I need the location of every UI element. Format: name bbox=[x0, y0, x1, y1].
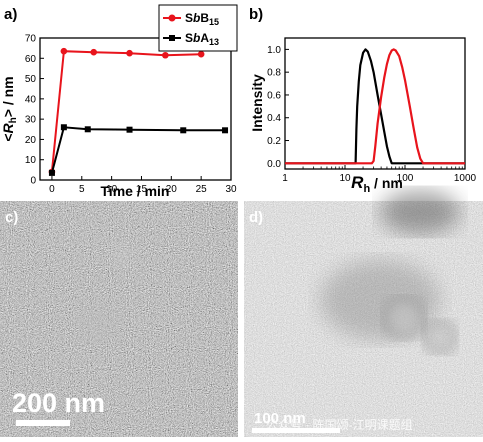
data-point-sba13 bbox=[126, 126, 133, 133]
y-axis-label-a: <Rh> / nm bbox=[0, 76, 19, 141]
y-tick-label-b: 0.2 bbox=[267, 136, 281, 147]
data-point-sbb15 bbox=[162, 51, 169, 59]
particle-d2-rim bbox=[382, 296, 426, 340]
data-point-sba13 bbox=[48, 169, 55, 176]
chart-b: 1 10 100 1000 0.0 0.2 0.4 0.6 0.8 1.0 Intensity R… bbox=[249, 37, 477, 195]
data-point-sba13 bbox=[84, 126, 91, 133]
data-point-sba13 bbox=[60, 124, 67, 131]
x-tick-label-a: 5 bbox=[79, 184, 85, 195]
particle-d3-rim bbox=[422, 319, 458, 355]
scale-bar-label-c: 200 nm bbox=[12, 388, 105, 418]
legend-marker-sbb15 bbox=[168, 14, 176, 22]
data-point-sba13 bbox=[180, 127, 187, 134]
legend-label-sba13: SbA13 bbox=[185, 31, 219, 47]
series-group-b bbox=[285, 48, 465, 165]
scale-bar-d bbox=[252, 428, 340, 433]
data-point-sbb15 bbox=[197, 50, 205, 58]
plot-frame-b bbox=[284, 37, 466, 170]
y-tick-label-b: 0.0 bbox=[267, 159, 281, 170]
x-tick-label-b: 1 bbox=[282, 173, 288, 184]
data-point-sba13 bbox=[222, 127, 229, 134]
y-tick-label-a: 60 bbox=[25, 54, 37, 65]
y-tick-label-a: 0 bbox=[30, 176, 36, 187]
x-tick-label-b: 1000 bbox=[454, 173, 477, 184]
particle-d2 bbox=[385, 299, 423, 337]
data-point-sbb15 bbox=[60, 47, 68, 55]
panel-label-d: d) bbox=[249, 209, 263, 226]
x-tick-label-b: 10 bbox=[339, 173, 351, 184]
scale-bar-c bbox=[16, 420, 70, 426]
y-tick-label-b: 0.6 bbox=[267, 90, 281, 101]
y-tick-label-b: 0.8 bbox=[267, 68, 281, 79]
panel-label-b: b) bbox=[249, 6, 263, 23]
y-axis-label-b: Intensity bbox=[249, 74, 265, 132]
x-tick-label-a: 25 bbox=[196, 184, 208, 195]
panel-label-c: c) bbox=[5, 209, 18, 226]
x-axis-label-a: Time / min bbox=[101, 183, 170, 199]
panel-label-a: a) bbox=[4, 6, 17, 23]
x-tick-label-a: 0 bbox=[49, 184, 55, 195]
y-tick-label-a: 30 bbox=[25, 115, 37, 126]
x-axis-label-b: Rh / nm bbox=[351, 173, 403, 195]
legend-box bbox=[158, 4, 238, 52]
x-tick-label-a: 20 bbox=[166, 184, 178, 195]
particle-d3 bbox=[425, 322, 455, 352]
legend-a: SbB15 SbA13 bbox=[158, 4, 238, 52]
x-tick-label-b: 100 bbox=[397, 173, 414, 184]
series-line-sba13 bbox=[50, 126, 225, 174]
particle-c1 bbox=[109, 242, 135, 268]
series-group-a bbox=[48, 47, 229, 176]
micrograph-c: c) 200 nm bbox=[0, 201, 238, 437]
y-tick-label-b: 1.0 bbox=[267, 45, 281, 56]
series-line-sbb15 bbox=[50, 50, 202, 172]
scale-bar-label-d: 100 nm bbox=[254, 410, 306, 427]
x-tick-label-a: 10 bbox=[106, 184, 118, 195]
data-point-sbb15 bbox=[126, 49, 133, 57]
axes-a: 0 5 10 15 20 25 30 0 10 20 30 40 50 60 70 bbox=[25, 34, 237, 196]
distribution-curve-2 bbox=[285, 48, 465, 165]
y-tick-label-a: 20 bbox=[25, 135, 37, 146]
particle-c3 bbox=[77, 217, 95, 235]
y-tick-label-a: 40 bbox=[25, 94, 37, 105]
y-tick-label-b: 0.4 bbox=[267, 113, 281, 124]
y-tick-label-a: 70 bbox=[25, 34, 37, 45]
x-tick-label-a: 15 bbox=[136, 184, 148, 195]
watermark: 公众号 · 陈国颂-江明课题组 bbox=[266, 417, 413, 432]
axes-b: 1 10 100 1000 0.0 0.2 0.4 0.6 0.8 1.0 bbox=[267, 45, 476, 184]
x-tick-label-a: 30 bbox=[225, 184, 237, 195]
y-tick-label-a: 10 bbox=[25, 155, 37, 166]
legend-marker-sba13 bbox=[169, 35, 175, 41]
micrograph-d: d) 100 nm 公众号 · 陈国颂-江明课题组 bbox=[244, 190, 483, 437]
legend-label-sbb15: SbB15 bbox=[185, 11, 219, 27]
data-point-sbb15 bbox=[90, 48, 98, 56]
y-tick-label-a: 50 bbox=[25, 74, 37, 85]
particle-c2 bbox=[76, 300, 120, 344]
plot-frame-a bbox=[39, 37, 232, 181]
particle-d1 bbox=[380, 190, 460, 234]
